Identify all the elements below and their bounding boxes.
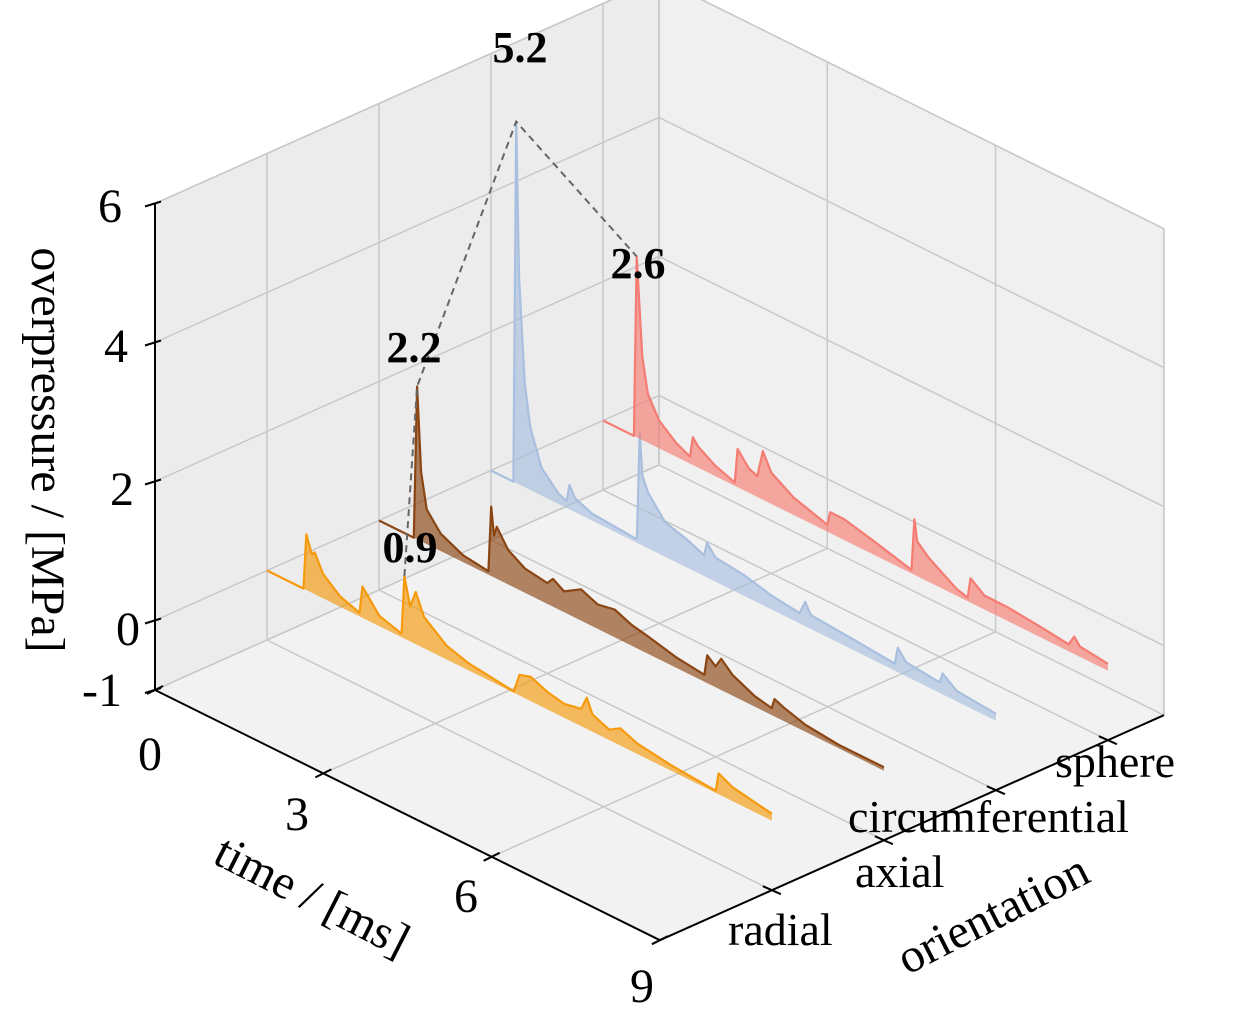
overpressure-tick-mark [144,478,162,486]
time-axis-line [154,689,661,942]
pane-edge-top [154,0,1165,230]
x-tick-label: 0 [138,728,162,781]
series-radial [266,533,773,821]
peak-label-axial: 2.2 [387,323,442,372]
peak-label-sphere: 2.6 [611,239,666,288]
series-line-axial [378,385,885,769]
peak-label-radial: 0.9 [383,523,438,572]
time-tick-mark [314,768,332,779]
x-tick-label: 3 [285,788,309,841]
z-tick-label: 0 [116,603,140,656]
z-tick-label: 6 [98,180,122,233]
orientation-axis-line [659,714,1165,942]
overpressure-tick-mark [144,617,162,625]
y-tick-label-axial: axial [855,846,944,897]
series-traces [266,120,1109,821]
orientation-tick-mark [1098,735,1118,746]
y-tick-label-sphere: sphere [1055,736,1175,787]
series-line-sphere [602,255,1109,665]
floor-pane [155,465,1164,941]
axes-panes [155,0,1164,941]
grid-lines [154,0,1165,941]
overpressure-tick-mark [144,339,162,347]
z-axis-label: overpressure / [MPa] [21,247,74,652]
x-tick-label: 9 [630,960,654,1013]
time-tick-mark [483,851,501,862]
series-line-circumferential [490,120,997,715]
series-axial [378,385,885,771]
series-circumferential [490,120,997,721]
time-tick-mark [651,935,669,946]
overpressure-tick-mark [144,687,162,694]
orientation-tick-mark [986,785,1006,796]
z-tick-label: 4 [104,320,128,373]
z-tick-label: 2 [110,463,134,516]
overpressure-tick-mark [144,200,162,208]
axis-lines [144,200,1165,946]
series-fill-sphere [603,256,1108,671]
series-line-radial [266,533,773,815]
peak-label-circumferential: 5.2 [493,23,548,72]
y-tick-label-radial: radial [728,904,833,955]
back-left-pane [155,0,659,690]
series-sphere [602,255,1109,671]
orientation-tick-mark [762,885,782,896]
back-right-pane [659,0,1164,716]
x-tick-label: 6 [454,870,478,923]
x-axis-label: time / [ms] [206,825,418,968]
y-tick-label-circumferential: circumferential [848,791,1129,842]
orientation-tick-mark [874,835,894,846]
z-tick-label: -1 [82,664,122,717]
